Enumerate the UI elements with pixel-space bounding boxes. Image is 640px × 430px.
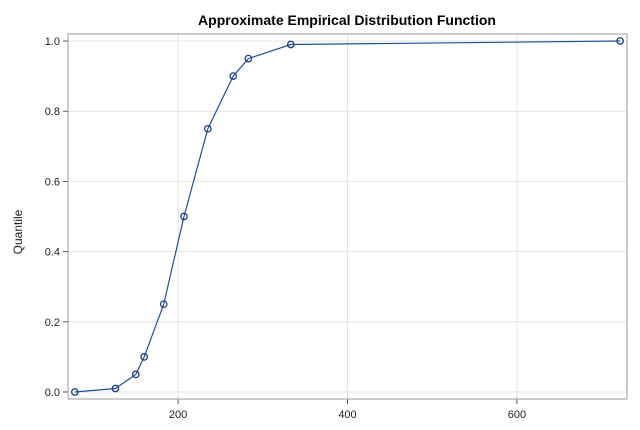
data-point [111, 384, 120, 393]
grid [68, 34, 627, 399]
x-tick-label: 400 [338, 409, 356, 421]
y-tick-label: 0.2 [45, 317, 60, 329]
series [70, 37, 625, 396]
data-point [286, 40, 295, 49]
chart-title: Approximate Empirical Distribution Funct… [198, 12, 496, 28]
data-point [70, 388, 79, 396]
x-tick-label: 600 [508, 409, 526, 421]
x-tick-label: 200 [169, 409, 187, 421]
data-point [244, 54, 253, 63]
data-point [159, 300, 168, 309]
data-point [616, 37, 625, 45]
plot-frame [67, 33, 628, 400]
data-point [140, 353, 149, 361]
data-point [229, 72, 238, 80]
data-point [203, 124, 212, 133]
y-tick-label: 0.8 [45, 106, 60, 118]
y-axis-label: Quantile [11, 209, 25, 254]
axes: 0.0 0.2 0.4 0.6 0.8 1.0 200 400 600 [45, 36, 526, 421]
data-point [180, 212, 188, 221]
data-point [131, 370, 140, 379]
y-tick-label: 1.0 [45, 36, 60, 48]
y-tick-label: 0.0 [45, 387, 60, 399]
y-tick-label: 0.4 [45, 247, 60, 259]
y-tick-label: 0.6 [45, 176, 60, 188]
series-line [74, 40, 621, 393]
